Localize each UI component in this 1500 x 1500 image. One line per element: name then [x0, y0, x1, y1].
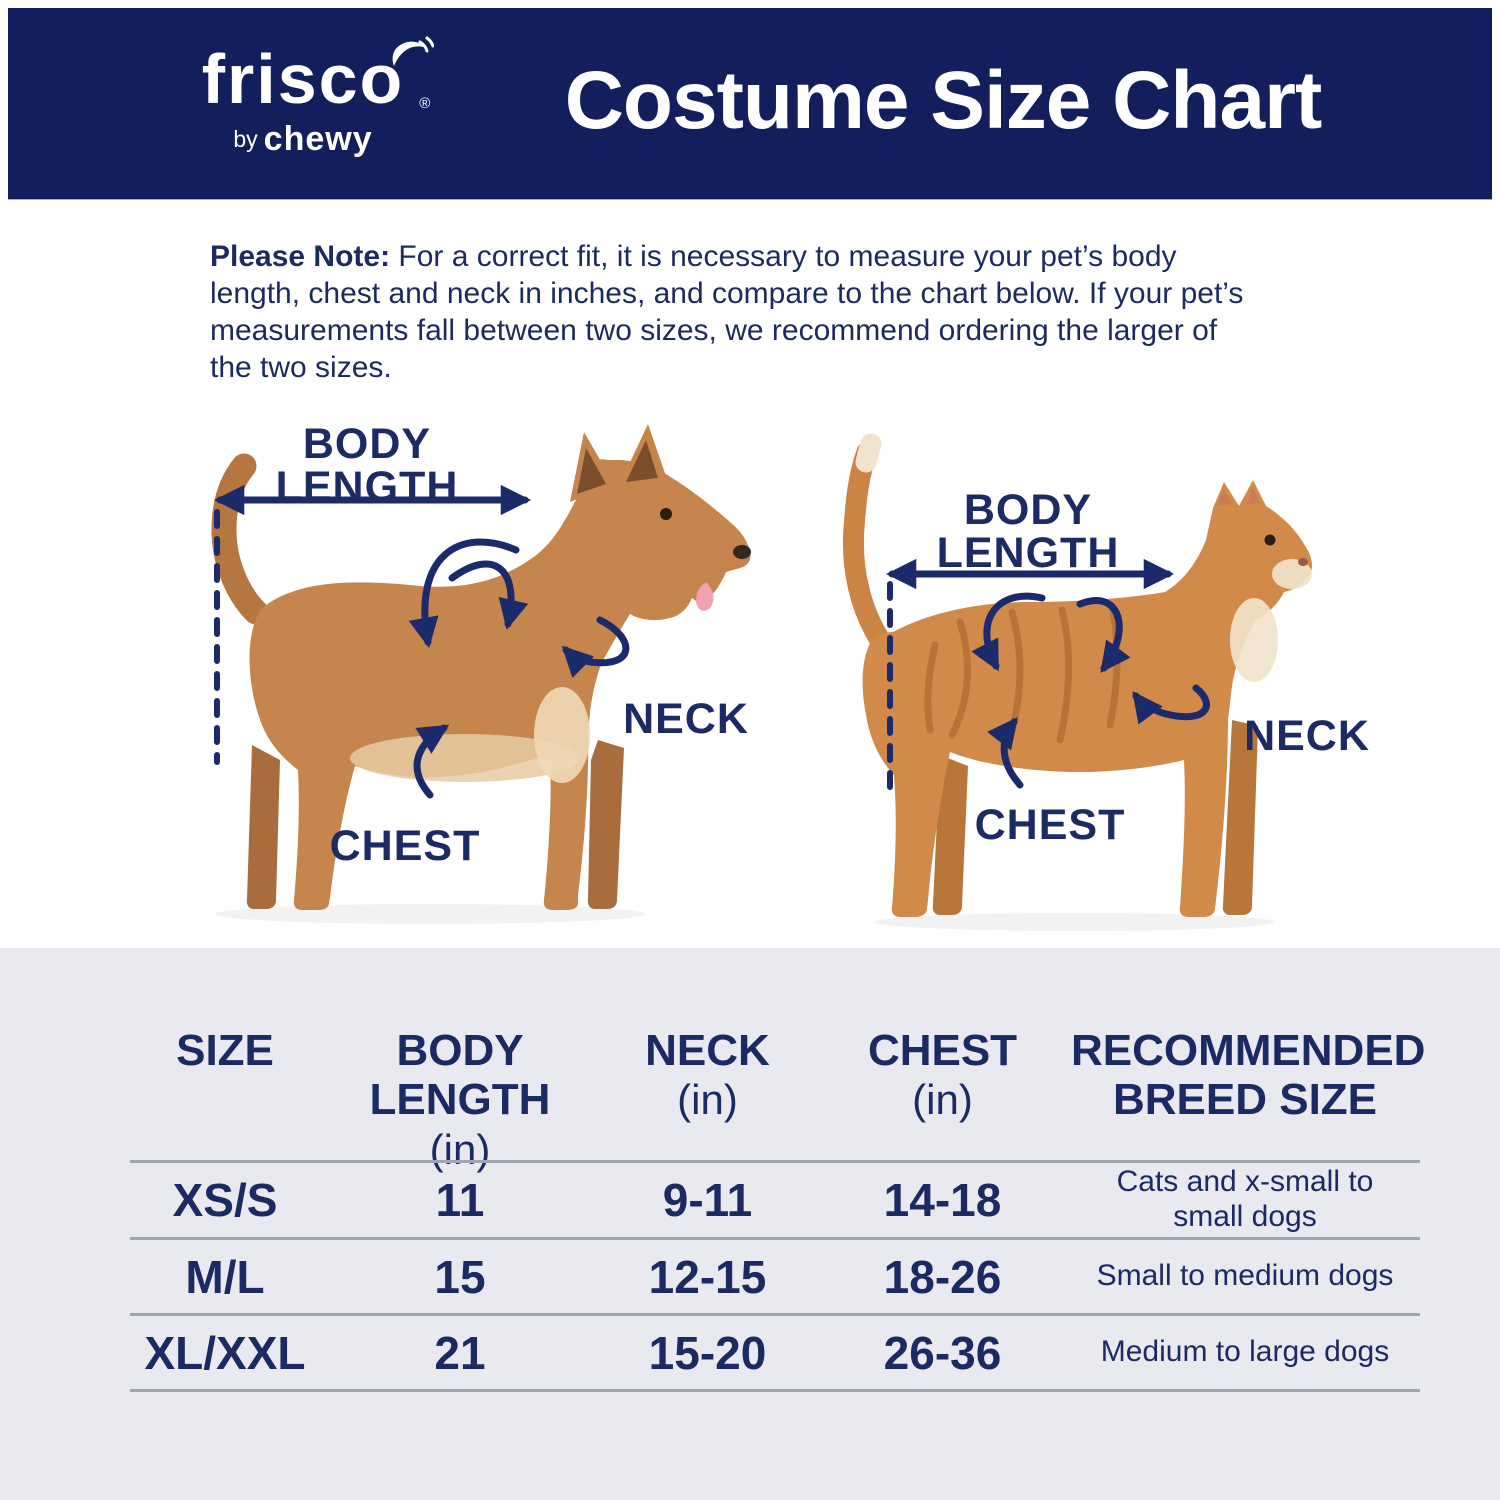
dog-neck-label: NECK	[623, 695, 749, 743]
breed-cell: Cats and x-small to small dogs	[1116, 1165, 1374, 1233]
page-title: Costume Size Chart	[564, 55, 1323, 146]
dog-shadow	[215, 904, 645, 924]
col-header-neck: NECK (in)	[645, 1026, 770, 1124]
frisco-logo: frisco ® by chewy	[148, 36, 458, 159]
neck-cell: 15-20	[648, 1326, 767, 1379]
pets-illustration	[211, 424, 1312, 931]
cat-wither-measure-arrow	[971, 592, 1046, 672]
size-table-header-row: SIZE BODY LENGTH (in) NECK (in) CHEST (i…	[130, 1026, 1426, 1174]
note-body: For a correct fit, it is necessary to me…	[210, 240, 1244, 384]
dog-chest-measure-arrow	[413, 724, 450, 799]
chewy-brand-text: chewy	[263, 120, 373, 158]
by-chewy-byline: by chewy	[233, 120, 373, 158]
cat-body-length-label: BODY LENGTH	[936, 486, 1120, 577]
note-label: Please Note:	[210, 240, 391, 273]
dog-illustration	[211, 424, 751, 910]
fit-note: Please Note: For a correct fit, it is ne…	[210, 238, 1265, 386]
body-length-cell: 11	[435, 1174, 485, 1226]
chest-cell: 14-18	[883, 1174, 1002, 1226]
cat-shadow	[875, 913, 1275, 931]
chest-cell: 26-36	[883, 1326, 1002, 1379]
breed-cell: Medium to large dogs	[1100, 1335, 1390, 1369]
col-header-breed-size: RECOMMENDED BREED SIZE	[1071, 1026, 1426, 1125]
size-cell: M/L	[185, 1250, 265, 1303]
dog-neck-measure-arrow	[561, 616, 630, 678]
frisco-brand-text: frisco	[201, 40, 405, 118]
col-header-chest: CHEST (in)	[867, 1026, 1018, 1124]
size-cell: XS/S	[172, 1174, 278, 1226]
body-length-cell: 21	[434, 1326, 486, 1379]
table-row-xl-xxl: XL/XXL 21 15-20 26-36 Medium to large do…	[130, 1316, 1420, 1389]
registered-mark: ®	[419, 95, 431, 112]
header-banner: frisco ® by chewy Costume Size Chart	[8, 8, 1492, 200]
size-cell: XL/XXL	[144, 1326, 306, 1379]
breed-cell: Small to medium dogs	[1096, 1259, 1394, 1293]
neck-cell: 9-11	[662, 1174, 753, 1226]
chest-cell: 18-26	[883, 1250, 1002, 1303]
dog-chest-label: CHEST	[329, 822, 481, 870]
table-divider	[130, 1160, 1420, 1163]
table-divider	[130, 1389, 1420, 1392]
size-table-section: SIZE BODY LENGTH (in) NECK (in) CHEST (i…	[0, 948, 1500, 1500]
dog-body-length-label: BODY LENGTH	[275, 420, 459, 511]
table-row-xs-s: XS/S 11 9-11 14-18 Cats and x-small to s…	[130, 1163, 1420, 1237]
cat-chest-label: CHEST	[974, 801, 1126, 849]
body-length-cell: 15	[434, 1250, 486, 1303]
col-header-body-length: BODY LENGTH (in)	[369, 1026, 551, 1173]
cat-shoulder-measure-arrow	[1076, 597, 1131, 673]
cat-neck-label: NECK	[1244, 712, 1370, 760]
frisco-tail-flourish-icon	[392, 36, 435, 66]
cat-annotations	[885, 558, 1210, 795]
dog-annotations	[213, 484, 630, 799]
neck-cell: 12-15	[648, 1250, 767, 1303]
measurement-diagram: BODY LENGTH NECK CHEST BODY LENGTH NECK …	[0, 200, 1500, 948]
table-row-m-l: M/L 15 12-15 18-26 Small to medium dogs	[130, 1240, 1420, 1313]
table-divider	[130, 1237, 1420, 1240]
dog-shoulder-measure-arrow	[448, 560, 529, 630]
dog-wither-measure-arrow	[408, 538, 520, 648]
table-divider	[130, 1313, 1420, 1316]
cat-chest-measure-arrow	[987, 717, 1024, 789]
cat-neck-measure-arrow	[1132, 684, 1210, 725]
col-header-size: SIZE	[176, 1026, 274, 1075]
